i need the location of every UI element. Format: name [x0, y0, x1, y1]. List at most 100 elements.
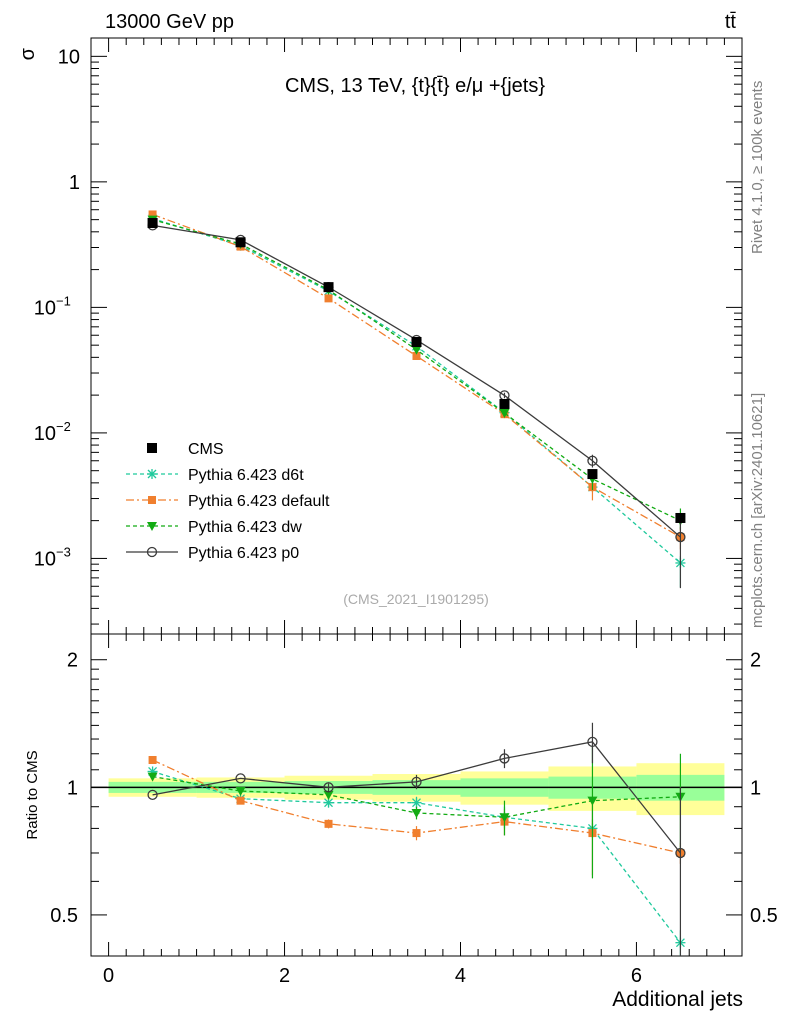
ratio-panel-frame: [90, 633, 743, 957]
data-point: [675, 531, 686, 543]
legend-label: Pythia 6.423 p0: [188, 545, 299, 562]
plot-frames: [90, 37, 743, 957]
marker-tri: [147, 522, 157, 531]
marker-circle: [146, 546, 158, 558]
x-tick-label: 0: [103, 965, 114, 987]
marker-square-small: [412, 351, 421, 360]
plot-title: CMS, 13 TeV, {t}{t̄} e/μ +{jets}: [285, 75, 545, 97]
marker-square: [147, 218, 158, 229]
y-tick-label-top: 1: [69, 172, 80, 194]
y-tick-label-top: 10: [34, 548, 56, 570]
marker-tri: [411, 808, 422, 818]
data-point: [323, 782, 334, 793]
marker-square: [499, 398, 510, 409]
mcplots-caption: mcplots.cern.ch [arXiv:2401.10621]: [749, 393, 766, 628]
data-point: [412, 351, 421, 360]
marker-tri: [499, 813, 510, 823]
series-line: [152, 217, 681, 564]
series-cms: [147, 218, 686, 523]
data-point: [147, 772, 158, 782]
marker-circle: [147, 789, 158, 800]
process-label: tt̄: [725, 11, 737, 33]
data-point: [675, 512, 686, 523]
data-point: [324, 819, 333, 828]
legend-label: Pythia 6.423 default: [188, 493, 330, 510]
legend-entry: Pythia 6.423 dw: [126, 519, 302, 536]
marker-circle: [587, 736, 598, 748]
data-point: [235, 773, 246, 784]
data-point: [411, 345, 422, 355]
data-point: [587, 455, 598, 466]
y-tick-exponent-top: −3: [56, 544, 71, 559]
data-point-stroke: [412, 798, 421, 808]
marker-square: [587, 469, 598, 480]
y-tick-label-ratio-right: 1: [750, 777, 761, 799]
series-line: [152, 224, 681, 538]
legend-entry: Pythia 6.423 default: [126, 493, 330, 510]
data-point: [587, 796, 598, 806]
ratio-pythia-6-423-p0: [147, 722, 686, 956]
y-tick-label-ratio: 1: [67, 777, 78, 799]
x-axis-label: Additional jets: [612, 988, 743, 1011]
data-point: [147, 789, 158, 800]
marker-star: [411, 797, 422, 808]
analysis-label: (CMS_2021_I1901295): [343, 591, 489, 607]
data-point-stroke: [324, 798, 333, 808]
x-tick-label: 4: [455, 965, 466, 987]
marker-square-small: [412, 829, 421, 838]
marker-circle: [675, 531, 686, 543]
marker-circle: [675, 847, 686, 859]
y-axis-label-ratio: Ratio to CMS: [24, 750, 41, 839]
data-point: [146, 546, 158, 558]
marker-square: [323, 282, 334, 293]
energy-label: 13000 GeV pp: [105, 11, 234, 33]
data-point: [147, 218, 158, 229]
marker-square: [147, 443, 157, 453]
data-point: [323, 790, 334, 800]
y-tick-label-ratio-right: 2: [750, 650, 761, 672]
legend: CMS Pythia 6.423 d6t Pythia 6.423 default P…: [126, 441, 330, 562]
marker-circle: [499, 753, 510, 764]
data-point: [499, 813, 510, 823]
data-point-stroke: [147, 469, 157, 479]
data-point: [411, 808, 422, 818]
data-point: [324, 294, 333, 303]
data-point: [412, 829, 421, 838]
data-point: [235, 787, 246, 797]
y-tick-exponent-top: −1: [56, 293, 71, 308]
data-point: [587, 469, 598, 480]
data-point: [587, 736, 598, 748]
data-point: [499, 409, 510, 419]
y-tick-label-ratio-right: 0.5: [750, 905, 778, 927]
legend-entry: Pythia 6.423 p0: [126, 545, 299, 562]
legend-entry: CMS: [147, 441, 224, 458]
marker-circle: [235, 773, 246, 784]
y-tick-label-top: 10: [58, 46, 80, 68]
marker-square-small: [148, 756, 157, 765]
data-point: [236, 796, 245, 805]
marker-tri: [587, 796, 598, 806]
marker-square-small: [148, 496, 156, 504]
marker-tri: [323, 790, 334, 800]
data-point: [323, 282, 334, 293]
y-tick-label-ratio: 0.5: [50, 905, 78, 927]
data-point: [147, 443, 157, 453]
marker-circle: [587, 455, 598, 466]
series-line: [152, 213, 681, 538]
marker-square: [675, 512, 686, 523]
legend-label: Pythia 6.423 dw: [188, 519, 302, 536]
rivet-caption: Rivet 4.1.0, ≥ 100k events: [749, 81, 766, 254]
data-point: [499, 753, 510, 764]
marker-tri: [235, 787, 246, 797]
y-tick-exponent-top: −2: [56, 419, 71, 434]
marker-tri: [147, 772, 158, 782]
marker-square-small: [236, 796, 245, 805]
data-point: [148, 210, 157, 219]
marker-star: [147, 469, 157, 479]
y-tick-label-top: 10: [34, 423, 56, 445]
data-point: [148, 756, 157, 765]
y-tick-label-top: 10: [34, 297, 56, 319]
legend-label: CMS: [188, 441, 224, 458]
marker-square-small: [148, 210, 157, 219]
